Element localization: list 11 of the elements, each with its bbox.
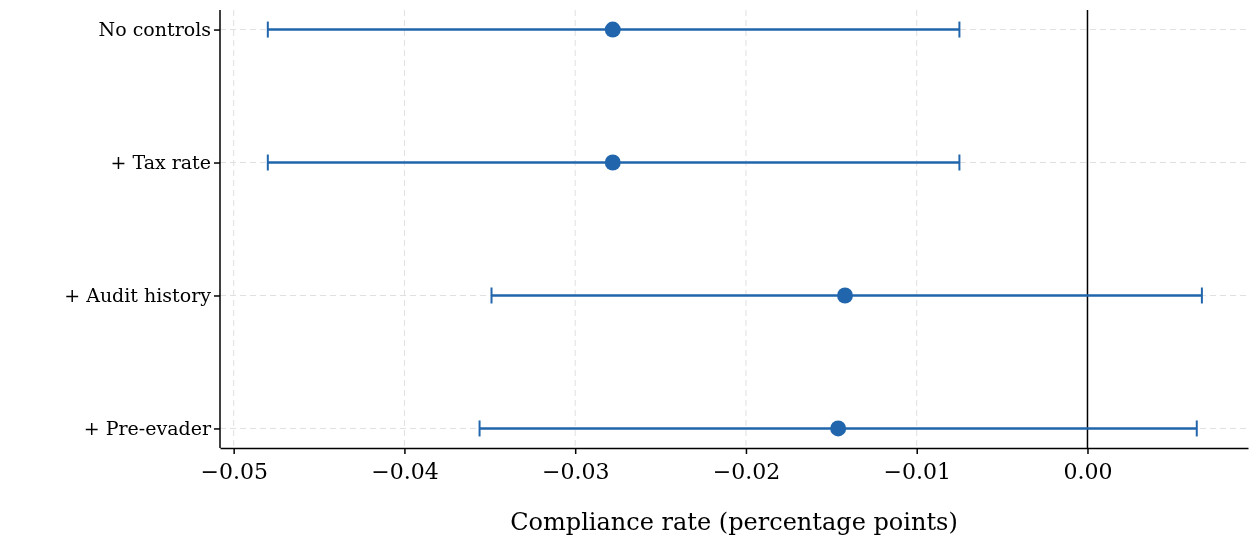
x-tick-label: −0.04 [371, 459, 439, 484]
x-tick-label: −0.03 [541, 459, 610, 484]
x-tick-label: −0.05 [200, 459, 268, 484]
x-tick-label: 0.00 [1063, 459, 1113, 484]
y-tick-label: + Pre-evader [83, 417, 212, 440]
x-tick-label: −0.01 [883, 459, 951, 484]
x-axis-title: Compliance rate (percentage points) [510, 508, 958, 536]
y-tick-label: + Audit history [64, 284, 212, 307]
x-tick-label: −0.02 [712, 459, 781, 484]
y-tick-label: No controls [98, 18, 211, 41]
y-tick-label: + Tax rate [110, 151, 211, 174]
